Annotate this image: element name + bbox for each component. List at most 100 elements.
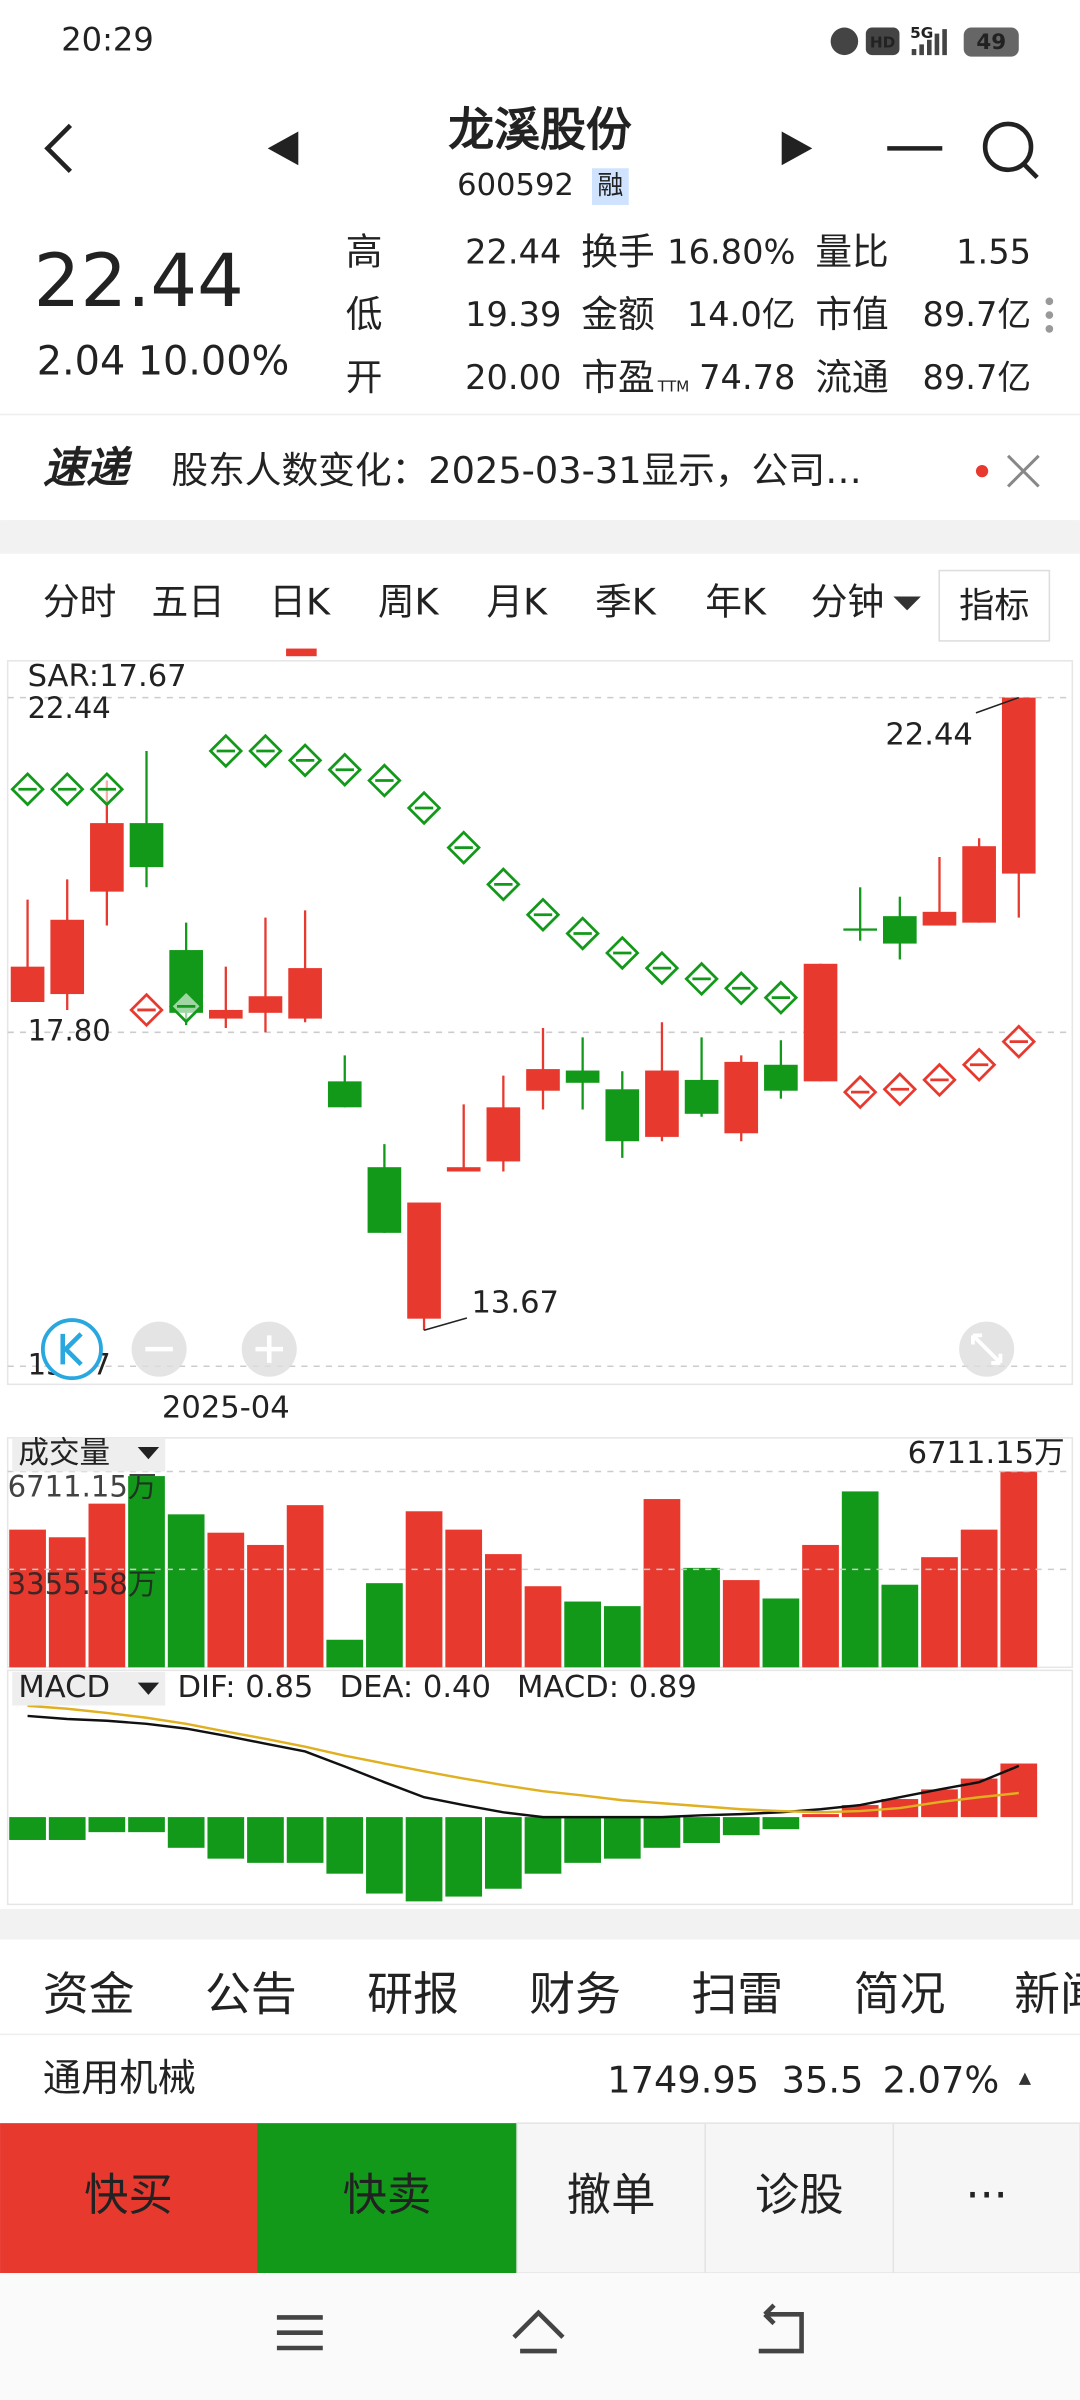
action-label: 诊股 bbox=[755, 2170, 844, 2221]
volume-bar bbox=[48, 1537, 86, 1668]
close-news[interactable] bbox=[1006, 454, 1040, 488]
expand-arrow[interactable] bbox=[1018, 2072, 1032, 2085]
macd-bar bbox=[683, 1817, 720, 1843]
candle-body bbox=[962, 846, 996, 923]
volume-bar bbox=[1000, 1471, 1038, 1668]
candle-body bbox=[90, 823, 124, 892]
battery-level: 49 bbox=[976, 30, 1006, 55]
zoom-in-icon bbox=[255, 1335, 284, 1363]
news-text[interactable]: 股东人数变化：2025-03-31显示，公司… bbox=[171, 449, 861, 492]
info-tab[interactable]: 扫雷 bbox=[691, 1967, 783, 2021]
macd-panel bbox=[6, 1669, 1074, 1906]
stat-label: 低 bbox=[346, 293, 383, 336]
nav-menu[interactable] bbox=[276, 2315, 323, 2351]
low-label: 13.67 bbox=[471, 1286, 559, 1321]
volume-bar bbox=[9, 1529, 46, 1668]
action-button[interactable] bbox=[892, 2122, 1080, 2274]
stat-value: 19.39 bbox=[465, 295, 561, 334]
back-button[interactable] bbox=[44, 123, 73, 173]
macd-bar bbox=[603, 1817, 641, 1859]
stat-value: 74.78 bbox=[699, 358, 795, 397]
volume-title: 成交量 bbox=[18, 1436, 110, 1471]
info-tab[interactable]: 财务 bbox=[529, 1967, 621, 2021]
indicator-select[interactable] bbox=[12, 1671, 166, 1706]
y-tick-label: 3355.58万 bbox=[8, 1567, 157, 1601]
action-button[interactable] bbox=[257, 2123, 518, 2274]
period-tab[interactable]: 月K bbox=[486, 581, 548, 624]
stat-label: 量比 bbox=[815, 230, 888, 273]
info-tab[interactable]: 公告 bbox=[205, 1967, 297, 2021]
volume-bar bbox=[960, 1529, 998, 1668]
action-button[interactable] bbox=[0, 2123, 258, 2274]
action-label: 快卖 bbox=[343, 2170, 432, 2221]
candle-body bbox=[407, 1202, 441, 1319]
k-button[interactable] bbox=[40, 1318, 103, 1381]
period-tab[interactable]: 分时 bbox=[43, 581, 116, 624]
prev-stock[interactable] bbox=[267, 131, 299, 166]
bottom-tabs: 资金 公告 研报 财务 扫雷 简况 新闻 bbox=[43, 1967, 1080, 2021]
dropdown-arrow bbox=[137, 1682, 160, 1695]
candle-body bbox=[843, 928, 878, 931]
volume-bar bbox=[207, 1532, 245, 1668]
macd-bar bbox=[286, 1817, 324, 1863]
period-tab[interactable]: 周K bbox=[378, 581, 440, 624]
y-tick-label: 22.44 bbox=[28, 691, 111, 725]
candle-body bbox=[1001, 697, 1036, 874]
macd-bar bbox=[405, 1817, 443, 1902]
volume-bar bbox=[603, 1606, 641, 1668]
volume-bar bbox=[921, 1557, 958, 1668]
macd-bar bbox=[247, 1817, 284, 1863]
candle-body bbox=[724, 1061, 759, 1134]
action-label: 快买 bbox=[84, 2170, 173, 2221]
candle-body bbox=[10, 966, 45, 1003]
sector-pct: 2.07% bbox=[883, 2058, 1000, 2101]
sector-name[interactable]: 通用机械 bbox=[43, 2057, 196, 2101]
macd-bar bbox=[484, 1817, 522, 1889]
indicator-select[interactable] bbox=[12, 1437, 166, 1472]
info-tab[interactable]: 新闻 bbox=[1014, 1967, 1080, 2021]
candle-body bbox=[565, 1070, 600, 1083]
macd-bar bbox=[128, 1817, 165, 1833]
hd-badge bbox=[865, 27, 900, 56]
stat-value: 16.80% bbox=[667, 232, 795, 271]
period-tab[interactable]: 分钟 bbox=[811, 581, 884, 624]
more-dot[interactable] bbox=[1045, 325, 1054, 333]
period-tab[interactable]: 五日 bbox=[151, 581, 224, 624]
search-button[interactable] bbox=[982, 121, 1034, 173]
macd-bar bbox=[802, 1814, 839, 1818]
spacer bbox=[0, 520, 1080, 554]
volume-bar bbox=[841, 1491, 879, 1668]
high-label: 22.44 bbox=[885, 717, 973, 752]
candle-body bbox=[486, 1107, 521, 1162]
macd-line bbox=[27, 1714, 1020, 1819]
more-dot[interactable] bbox=[1045, 297, 1054, 306]
macd-bar bbox=[48, 1817, 86, 1840]
nav-home[interactable] bbox=[512, 2309, 565, 2354]
candle-body bbox=[129, 823, 164, 868]
more-dot[interactable] bbox=[1045, 311, 1054, 319]
stock-name: 龙溪股份 bbox=[448, 103, 632, 157]
info-tab[interactable]: 简况 bbox=[854, 1967, 946, 2021]
volume-bar bbox=[247, 1544, 284, 1668]
period-tab[interactable]: 日K bbox=[269, 581, 331, 624]
search-handle bbox=[1021, 162, 1039, 180]
action-button[interactable] bbox=[516, 2122, 706, 2274]
action-button[interactable] bbox=[704, 2122, 895, 2274]
y-tick-label: 6711.15万 bbox=[8, 1469, 157, 1503]
macd-title: MACD bbox=[18, 1670, 110, 1705]
macd-bar bbox=[88, 1817, 126, 1833]
candle-body bbox=[645, 1070, 679, 1137]
legend-entry: MACD: 0.89 bbox=[517, 1670, 697, 1705]
nav-back[interactable] bbox=[758, 2303, 804, 2354]
volume-bar bbox=[167, 1514, 205, 1668]
volume-bar bbox=[683, 1567, 720, 1668]
volume-bar bbox=[128, 1476, 165, 1668]
stat-value: 22.44 bbox=[465, 232, 561, 271]
info-tab[interactable]: 资金 bbox=[43, 1967, 135, 2021]
indicator-button[interactable] bbox=[938, 569, 1051, 642]
info-tab[interactable]: 研报 bbox=[367, 1967, 459, 2021]
period-tab[interactable]: 年K bbox=[705, 581, 767, 624]
stat-label: 换手 bbox=[581, 230, 654, 273]
period-tab[interactable]: 季K bbox=[595, 581, 657, 624]
next-stock[interactable] bbox=[781, 131, 813, 166]
